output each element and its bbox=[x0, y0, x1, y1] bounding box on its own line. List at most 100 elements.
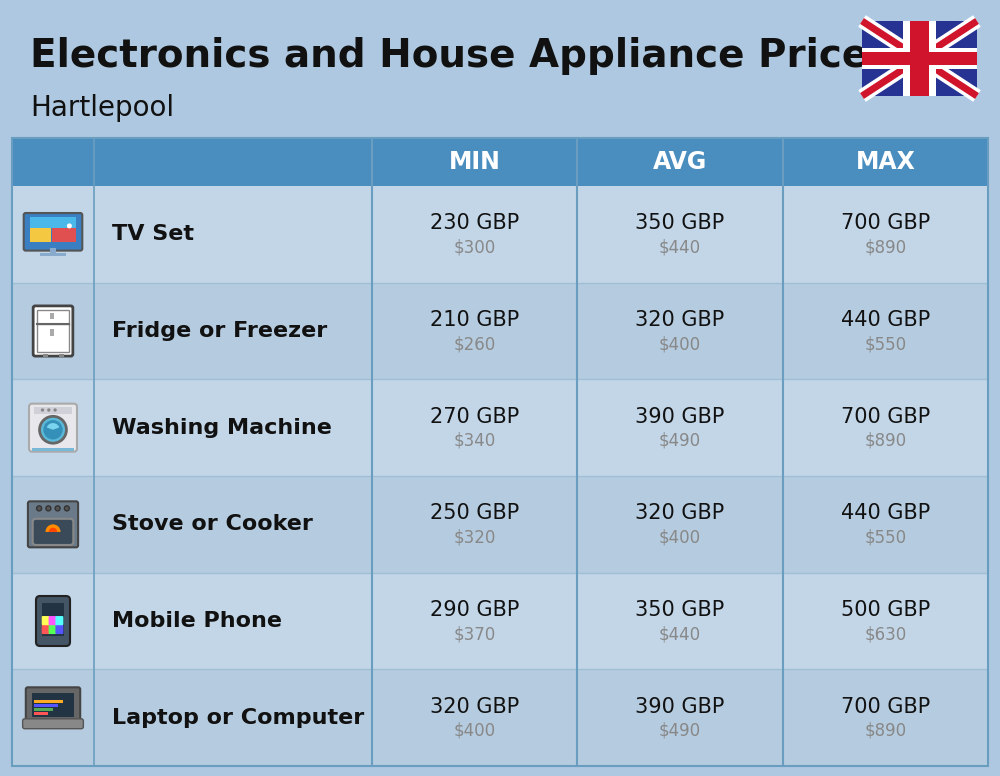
Text: $490: $490 bbox=[659, 431, 701, 449]
Text: $300: $300 bbox=[454, 238, 496, 256]
FancyBboxPatch shape bbox=[55, 616, 63, 625]
FancyBboxPatch shape bbox=[26, 688, 80, 722]
Bar bbox=[43, 354, 48, 357]
FancyBboxPatch shape bbox=[42, 616, 50, 625]
Bar bbox=[32, 693, 74, 717]
Text: $550: $550 bbox=[864, 528, 906, 546]
Text: $490: $490 bbox=[659, 722, 701, 740]
Text: 320 GBP: 320 GBP bbox=[430, 697, 519, 717]
Text: MIN: MIN bbox=[449, 150, 501, 174]
Text: 350 GBP: 350 GBP bbox=[635, 600, 725, 620]
Text: $890: $890 bbox=[864, 722, 906, 740]
Text: 290 GBP: 290 GBP bbox=[430, 600, 519, 620]
Circle shape bbox=[67, 223, 72, 228]
FancyBboxPatch shape bbox=[24, 213, 82, 251]
Text: $340: $340 bbox=[454, 431, 496, 449]
Bar bbox=[34, 700, 63, 703]
Circle shape bbox=[55, 506, 60, 511]
FancyBboxPatch shape bbox=[29, 404, 77, 452]
Bar bbox=[12, 282, 988, 379]
FancyBboxPatch shape bbox=[49, 616, 57, 625]
Text: AVG: AVG bbox=[653, 150, 707, 174]
Text: 500 GBP: 500 GBP bbox=[841, 600, 930, 620]
Bar bbox=[32, 449, 74, 451]
Text: Laptop or Computer: Laptop or Computer bbox=[112, 708, 364, 728]
Text: $890: $890 bbox=[864, 431, 906, 449]
Text: 440 GBP: 440 GBP bbox=[841, 504, 930, 523]
Text: 350 GBP: 350 GBP bbox=[635, 213, 725, 234]
Text: 320 GBP: 320 GBP bbox=[635, 310, 725, 330]
Bar bbox=[12, 476, 988, 573]
Text: 390 GBP: 390 GBP bbox=[635, 407, 725, 427]
Circle shape bbox=[53, 408, 57, 412]
FancyBboxPatch shape bbox=[33, 306, 73, 356]
Circle shape bbox=[64, 506, 69, 511]
Text: $440: $440 bbox=[659, 625, 701, 643]
Bar bbox=[12, 138, 988, 186]
Text: $400: $400 bbox=[659, 528, 701, 546]
Text: 700 GBP: 700 GBP bbox=[841, 697, 930, 717]
Bar bbox=[50, 313, 54, 320]
Text: $550: $550 bbox=[864, 335, 906, 353]
Bar bbox=[40, 253, 66, 256]
Text: $400: $400 bbox=[454, 722, 496, 740]
Text: $630: $630 bbox=[864, 625, 906, 643]
Bar bbox=[903, 21, 936, 96]
FancyBboxPatch shape bbox=[49, 625, 57, 634]
Text: Fridge or Freezer: Fridge or Freezer bbox=[112, 321, 327, 341]
Text: $370: $370 bbox=[454, 625, 496, 643]
Bar bbox=[37, 324, 69, 352]
Text: Washing Machine: Washing Machine bbox=[112, 417, 332, 438]
Circle shape bbox=[47, 408, 50, 412]
Text: TV Set: TV Set bbox=[112, 224, 194, 244]
Text: 390 GBP: 390 GBP bbox=[635, 697, 725, 717]
Circle shape bbox=[41, 408, 44, 412]
Wedge shape bbox=[47, 423, 59, 430]
Bar bbox=[12, 573, 988, 670]
Bar bbox=[12, 138, 988, 766]
Bar bbox=[30, 217, 76, 227]
FancyBboxPatch shape bbox=[33, 519, 73, 545]
Bar bbox=[50, 329, 54, 336]
Bar bbox=[34, 704, 58, 707]
Text: Electronics and House Appliance Prices: Electronics and House Appliance Prices bbox=[30, 37, 891, 75]
Bar bbox=[862, 48, 977, 69]
FancyBboxPatch shape bbox=[42, 625, 50, 634]
Bar bbox=[34, 407, 72, 414]
Text: 440 GBP: 440 GBP bbox=[841, 310, 930, 330]
Text: 320 GBP: 320 GBP bbox=[635, 504, 725, 523]
Wedge shape bbox=[49, 528, 57, 532]
Bar bbox=[910, 21, 929, 96]
Bar bbox=[862, 21, 977, 96]
Text: MAX: MAX bbox=[855, 150, 915, 174]
Bar bbox=[12, 186, 988, 282]
Bar bbox=[59, 354, 64, 357]
Text: $440: $440 bbox=[659, 238, 701, 256]
FancyBboxPatch shape bbox=[55, 625, 63, 634]
Bar bbox=[34, 712, 48, 715]
Bar bbox=[37, 310, 69, 325]
Text: 700 GBP: 700 GBP bbox=[841, 213, 930, 234]
Circle shape bbox=[37, 506, 42, 511]
Bar bbox=[30, 228, 51, 242]
Text: $260: $260 bbox=[454, 335, 496, 353]
Text: Stove or Cooker: Stove or Cooker bbox=[112, 514, 313, 535]
Text: $320: $320 bbox=[453, 528, 496, 546]
Text: Hartlepool: Hartlepool bbox=[30, 94, 174, 122]
Text: 210 GBP: 210 GBP bbox=[430, 310, 519, 330]
FancyBboxPatch shape bbox=[28, 501, 78, 547]
Text: 700 GBP: 700 GBP bbox=[841, 407, 930, 427]
Bar bbox=[12, 379, 988, 476]
Circle shape bbox=[40, 417, 66, 443]
Bar bbox=[34, 708, 53, 711]
Circle shape bbox=[43, 420, 63, 439]
Bar bbox=[52, 228, 76, 242]
Bar bbox=[50, 248, 56, 254]
FancyBboxPatch shape bbox=[23, 719, 83, 729]
Text: 230 GBP: 230 GBP bbox=[430, 213, 519, 234]
Bar bbox=[862, 52, 977, 65]
FancyBboxPatch shape bbox=[36, 596, 70, 646]
Text: Mobile Phone: Mobile Phone bbox=[112, 611, 282, 631]
Text: 250 GBP: 250 GBP bbox=[430, 504, 519, 523]
Bar bbox=[12, 670, 988, 766]
